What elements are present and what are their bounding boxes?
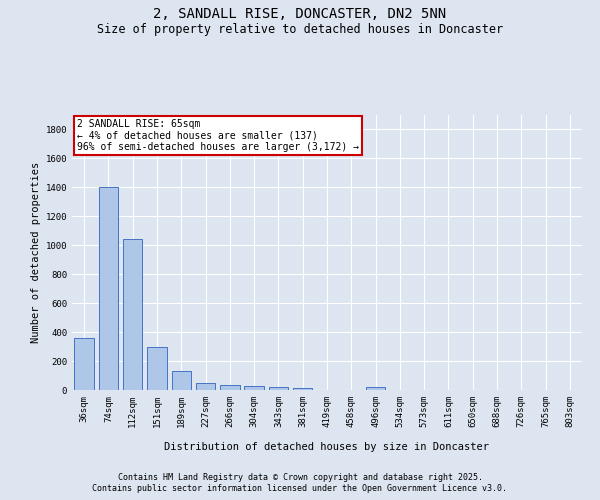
Bar xyxy=(172,371,191,390)
Bar xyxy=(220,384,239,390)
Text: Distribution of detached houses by size in Doncaster: Distribution of detached houses by size … xyxy=(164,442,490,452)
Bar xyxy=(366,388,385,390)
Text: Contains HM Land Registry data © Crown copyright and database right 2025.: Contains HM Land Registry data © Crown c… xyxy=(118,472,482,482)
Text: Size of property relative to detached houses in Doncaster: Size of property relative to detached ho… xyxy=(97,22,503,36)
Y-axis label: Number of detached properties: Number of detached properties xyxy=(31,162,41,343)
Bar xyxy=(244,386,264,390)
Bar xyxy=(269,387,288,390)
Text: Contains public sector information licensed under the Open Government Licence v3: Contains public sector information licen… xyxy=(92,484,508,493)
Text: 2, SANDALL RISE, DONCASTER, DN2 5NN: 2, SANDALL RISE, DONCASTER, DN2 5NN xyxy=(154,8,446,22)
Bar xyxy=(123,240,142,390)
Text: 2 SANDALL RISE: 65sqm
← 4% of detached houses are smaller (137)
96% of semi-deta: 2 SANDALL RISE: 65sqm ← 4% of detached h… xyxy=(77,119,359,152)
Bar xyxy=(196,384,215,390)
Bar xyxy=(147,348,167,390)
Bar xyxy=(293,388,313,390)
Bar xyxy=(74,338,94,390)
Bar xyxy=(99,188,118,390)
